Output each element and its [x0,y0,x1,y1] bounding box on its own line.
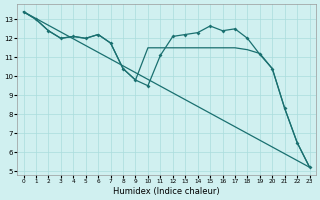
X-axis label: Humidex (Indice chaleur): Humidex (Indice chaleur) [113,187,220,196]
